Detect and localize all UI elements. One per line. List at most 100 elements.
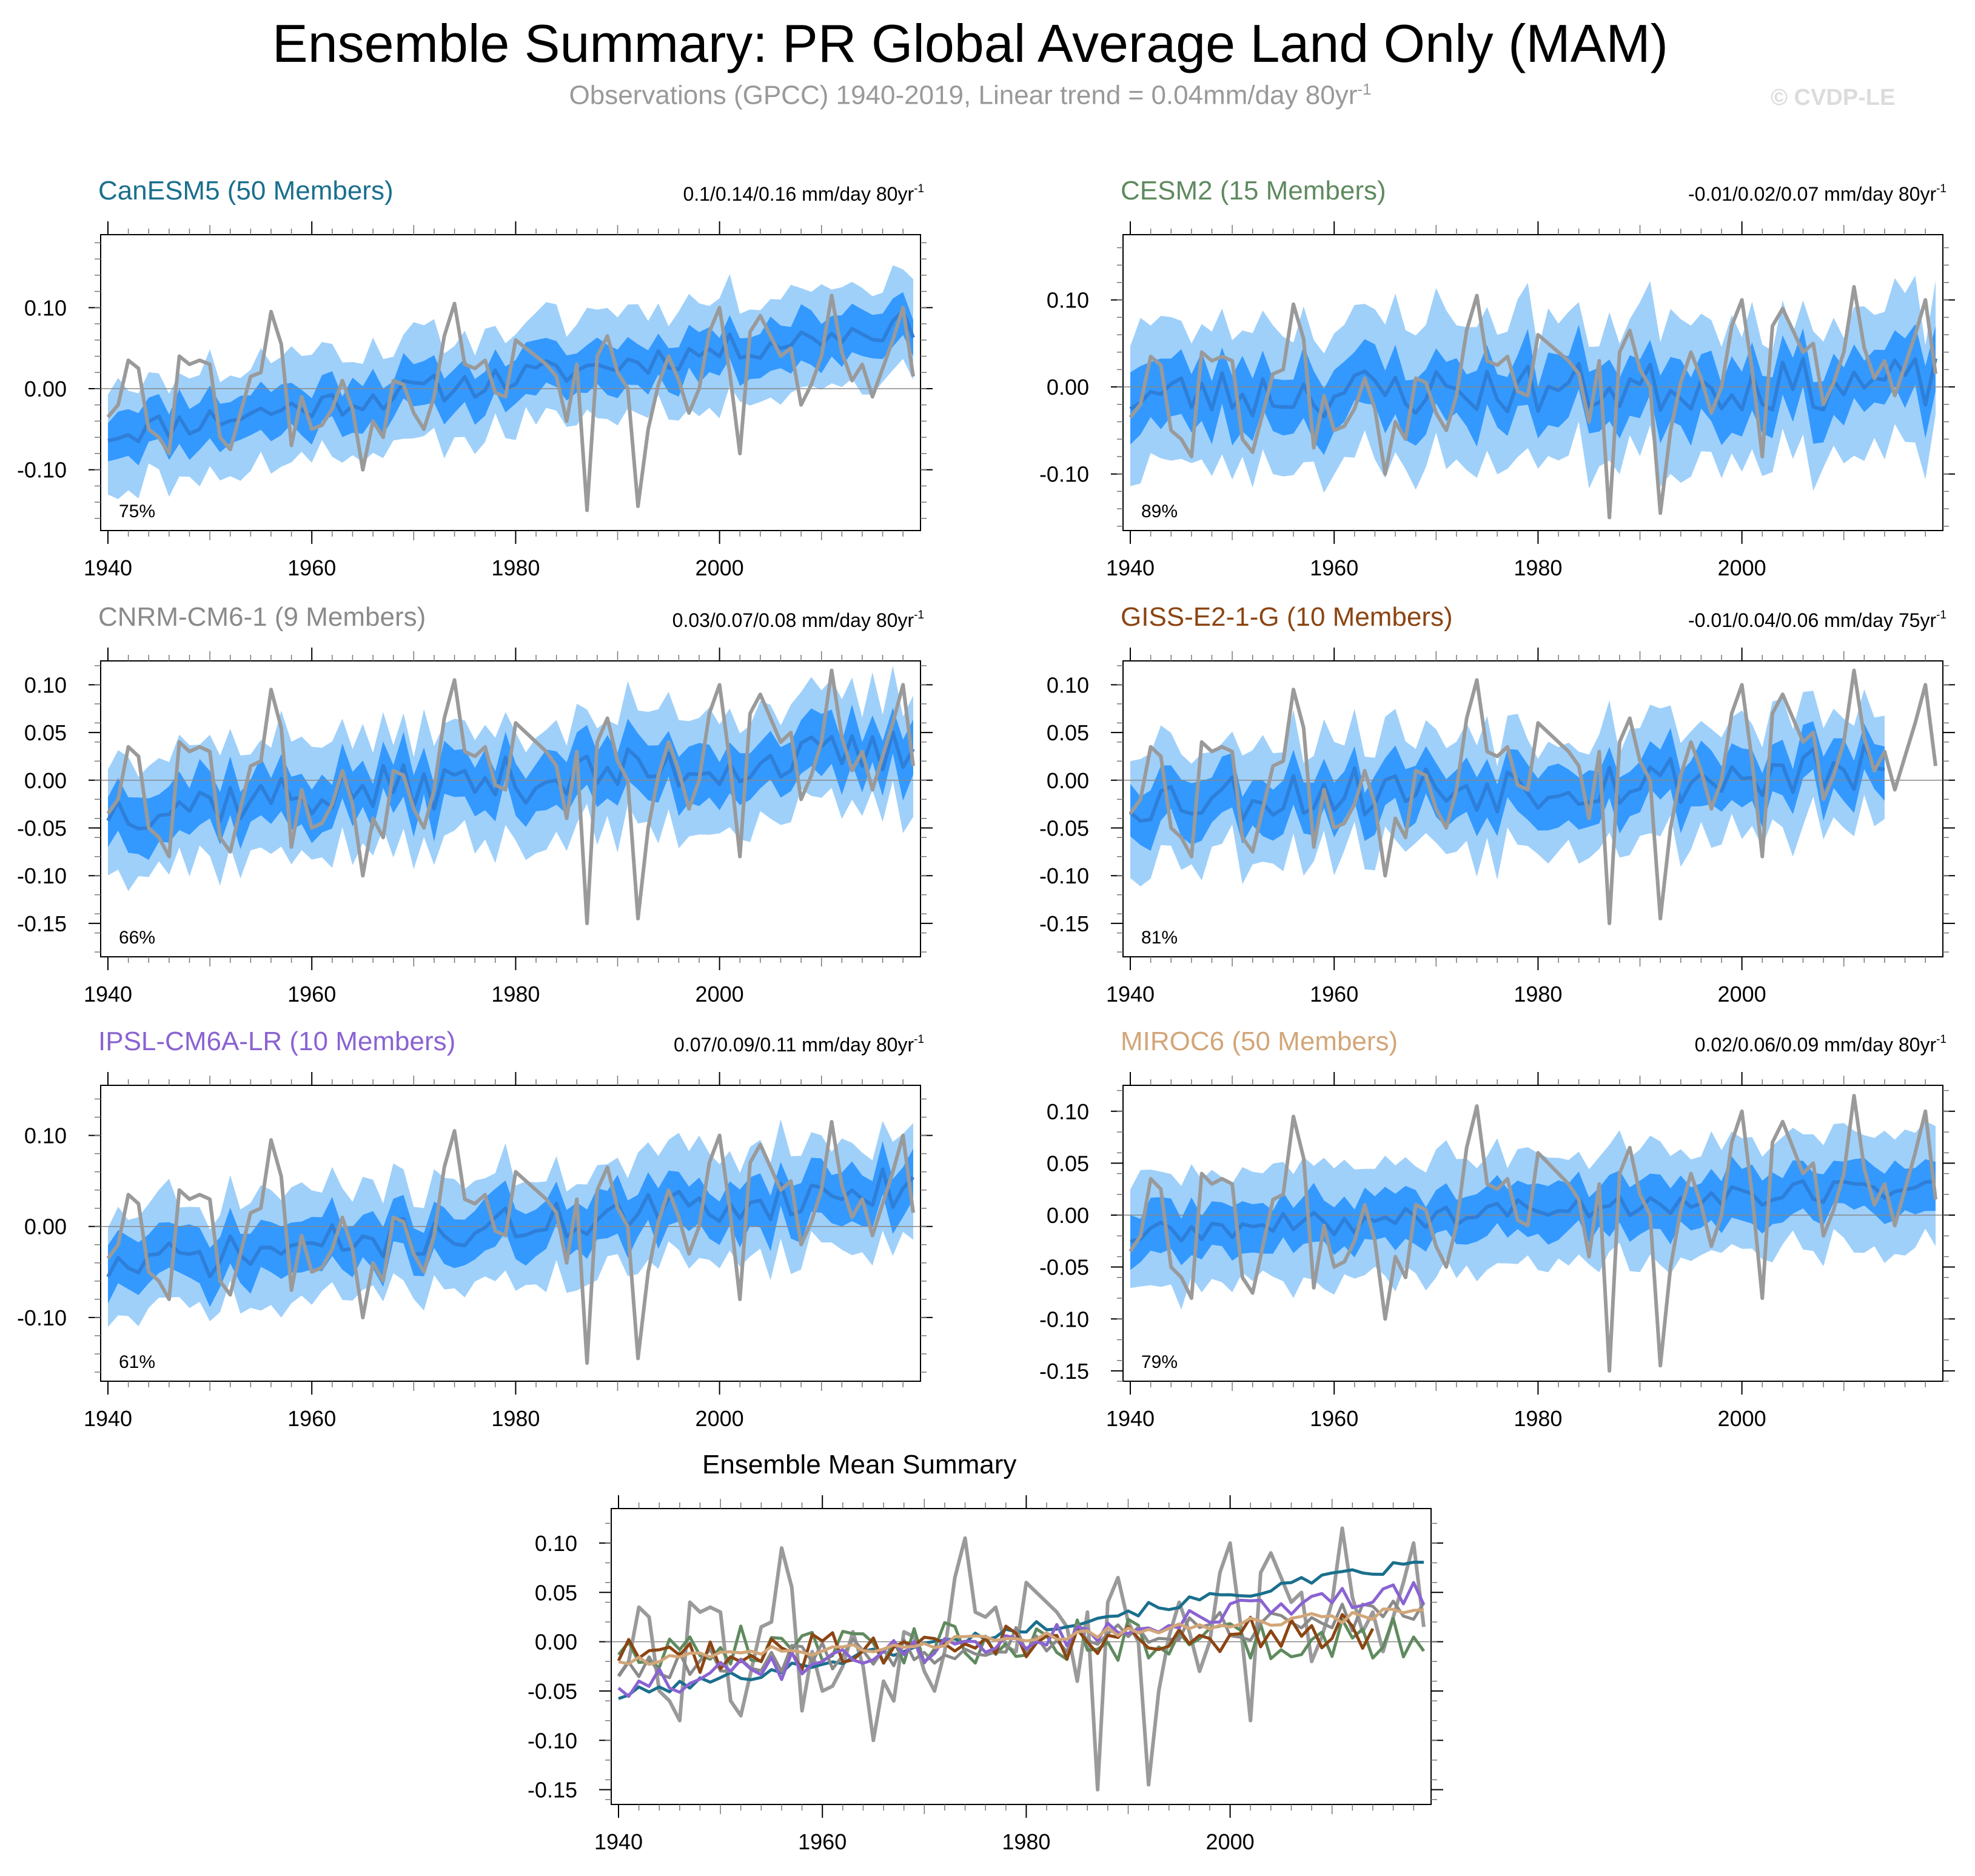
x-tick-label: 1980 bbox=[491, 982, 540, 1007]
observed-series-line bbox=[106, 668, 915, 925]
plot-frame bbox=[100, 234, 921, 531]
y-tick-label: 0.10 bbox=[1047, 672, 1089, 697]
main-subtitle: Observations (GPCC) 1940-2019, Linear tr… bbox=[0, 80, 1940, 111]
percent-label: 81% bbox=[1141, 928, 1178, 948]
y-tick-label: 0.05 bbox=[1047, 1151, 1089, 1176]
subtitle-superscript: -1 bbox=[1357, 80, 1372, 98]
y-tick-label: 0.00 bbox=[1047, 768, 1089, 793]
x-tick-label: 1980 bbox=[1002, 1829, 1050, 1854]
y-tick-label: 0.10 bbox=[1047, 288, 1089, 313]
y-tick-label: 0.00 bbox=[535, 1630, 577, 1655]
x-tick-label: 1940 bbox=[1106, 1406, 1155, 1431]
panel-ipsl: IPSL-CM6A-LR (10 Members) 0.07/0.09/0.11 … bbox=[17, 1027, 933, 1431]
panel-title: CESM2 (15 Members) bbox=[1121, 176, 1386, 206]
percent-label: 61% bbox=[119, 1352, 155, 1372]
y-tick-label: 0.05 bbox=[535, 1580, 577, 1605]
ensemble-mean-line bbox=[106, 730, 915, 831]
y-tick-label: -0.05 bbox=[528, 1679, 577, 1704]
y-tick-label: 0.10 bbox=[535, 1531, 577, 1556]
y-tick-label: 0.00 bbox=[1047, 375, 1089, 400]
x-tick-label: 1980 bbox=[1514, 982, 1562, 1007]
y-tick-label: -0.15 bbox=[17, 911, 67, 936]
series-canesm5-line bbox=[618, 1560, 1424, 1700]
trend-range-label: -0.01/0.04/0.06 mm/day 75yr-1 bbox=[1688, 609, 1946, 631]
x-tick-label: 1940 bbox=[84, 982, 132, 1007]
ensemble-mean-line bbox=[1129, 743, 1885, 823]
y-tick-label: 0.00 bbox=[1047, 1203, 1089, 1228]
y-tick-label: 0.10 bbox=[1047, 1099, 1089, 1124]
x-tick-label: 1960 bbox=[1310, 982, 1358, 1007]
trend-range-sup: -1 bbox=[914, 1033, 924, 1046]
y-tick-label: 0.05 bbox=[24, 720, 67, 745]
panel-canesm5: CanESM5 (50 Members) 0.1/0.14/0.16 mm/day… bbox=[17, 176, 933, 580]
panel-title: IPSL-CM6A-LR (10 Members) bbox=[98, 1027, 455, 1056]
panel-title: GISS-E2-1-G (10 Members) bbox=[1121, 602, 1453, 632]
x-tick-label: 1960 bbox=[798, 1829, 847, 1854]
panel-title: MIROC6 (50 Members) bbox=[1121, 1027, 1398, 1056]
trend-range-sup: -1 bbox=[1936, 609, 1946, 621]
y-tick-label: 0.00 bbox=[24, 377, 67, 401]
x-tick-label: 2000 bbox=[696, 555, 744, 580]
series-miroc6-line bbox=[618, 1607, 1424, 1666]
trend-range-label: -0.01/0.02/0.07 mm/day 80yr-1 bbox=[1688, 183, 1946, 205]
observed-series-line bbox=[1128, 285, 1937, 520]
panel-title: CanESM5 (50 Members) bbox=[98, 176, 394, 206]
y-tick-label: 0.00 bbox=[24, 768, 67, 793]
y-tick-label: -0.15 bbox=[1039, 1359, 1089, 1384]
watermark: © CVDP-LE bbox=[1771, 85, 1896, 110]
panel-miroc6: MIROC6 (50 Members) 0.02/0.06/0.09 mm/day… bbox=[1039, 1027, 1955, 1431]
trend-range-sup: -1 bbox=[914, 609, 924, 621]
series-giss-e2-1-g-line bbox=[617, 1613, 1375, 1674]
ensemble-mean-line bbox=[107, 309, 915, 444]
y-tick-label: -0.10 bbox=[528, 1728, 577, 1753]
y-tick-label: -0.10 bbox=[1039, 1307, 1089, 1332]
x-tick-label: 1960 bbox=[1310, 1406, 1358, 1431]
ensemble-mean-line bbox=[1130, 1179, 1936, 1244]
panel-title: CNRM-CM6-1 (9 Members) bbox=[98, 602, 426, 632]
trend-range-label: 0.03/0.07/0.08 mm/day 80yr-1 bbox=[672, 609, 924, 631]
trend-range-sup: -1 bbox=[914, 183, 924, 195]
y-tick-label: -0.10 bbox=[17, 863, 67, 888]
x-tick-label: 1940 bbox=[84, 555, 132, 580]
plot-frame bbox=[100, 660, 921, 957]
percent-label: 66% bbox=[119, 928, 155, 948]
plot-frame bbox=[100, 1085, 921, 1382]
x-tick-label: 1940 bbox=[594, 1829, 643, 1854]
observed-series-line bbox=[106, 1120, 915, 1365]
x-tick-label: 1980 bbox=[1514, 555, 1562, 580]
observed-series-line bbox=[106, 293, 915, 512]
panel-cesm2: CESM2 (15 Members) -0.01/0.02/0.07 mm/day… bbox=[1039, 176, 1955, 580]
panel-title: Ensemble Mean Summary bbox=[702, 1450, 1016, 1479]
series-cesm2-line bbox=[617, 1616, 1426, 1669]
y-tick-label: -0.10 bbox=[1039, 462, 1089, 487]
trend-range-label: 0.1/0.14/0.16 mm/day 80yr-1 bbox=[683, 183, 924, 205]
percent-label: 89% bbox=[1141, 501, 1178, 521]
trend-range-label: 0.07/0.09/0.11 mm/day 80yr-1 bbox=[674, 1033, 924, 1056]
trend-range-sup: -1 bbox=[1936, 183, 1946, 195]
x-tick-label: 1940 bbox=[1106, 555, 1155, 580]
y-tick-label: -0.10 bbox=[17, 458, 67, 483]
x-tick-label: 2000 bbox=[1718, 1406, 1766, 1431]
y-tick-label: -0.05 bbox=[17, 816, 67, 840]
series-ipsl-cm6a-lr-line bbox=[617, 1581, 1426, 1698]
x-tick-label: 1940 bbox=[1106, 982, 1155, 1007]
trend-range-sup: -1 bbox=[1936, 1033, 1946, 1046]
x-tick-label: 1980 bbox=[1514, 1406, 1562, 1431]
x-tick-label: 2000 bbox=[696, 982, 744, 1007]
y-tick-label: 0.00 bbox=[24, 1214, 67, 1239]
x-tick-label: 2000 bbox=[1718, 555, 1766, 580]
ensemble-mean-line bbox=[1129, 357, 1937, 418]
percent-label: 79% bbox=[1141, 1352, 1178, 1372]
x-tick-label: 1960 bbox=[1310, 555, 1358, 580]
y-tick-label: -0.15 bbox=[1039, 911, 1089, 936]
x-tick-label: 1960 bbox=[287, 1406, 336, 1431]
x-tick-label: 1960 bbox=[287, 555, 336, 580]
y-tick-label: 0.10 bbox=[24, 295, 67, 320]
y-tick-label: -0.10 bbox=[1039, 863, 1089, 888]
panel-cnrm: CNRM-CM6-1 (9 Members) 0.03/0.07/0.08 mm/… bbox=[17, 602, 933, 1007]
plot-frame bbox=[611, 1508, 1432, 1805]
panel-ensmean: Ensemble Mean Summary -0.15 -0.10 -0.05 0.00… bbox=[528, 1450, 1443, 1854]
y-tick-label: -0.05 bbox=[1039, 1255, 1089, 1280]
subtitle-text: Observations (GPCC) 1940-2019, Linear tr… bbox=[569, 80, 1358, 110]
